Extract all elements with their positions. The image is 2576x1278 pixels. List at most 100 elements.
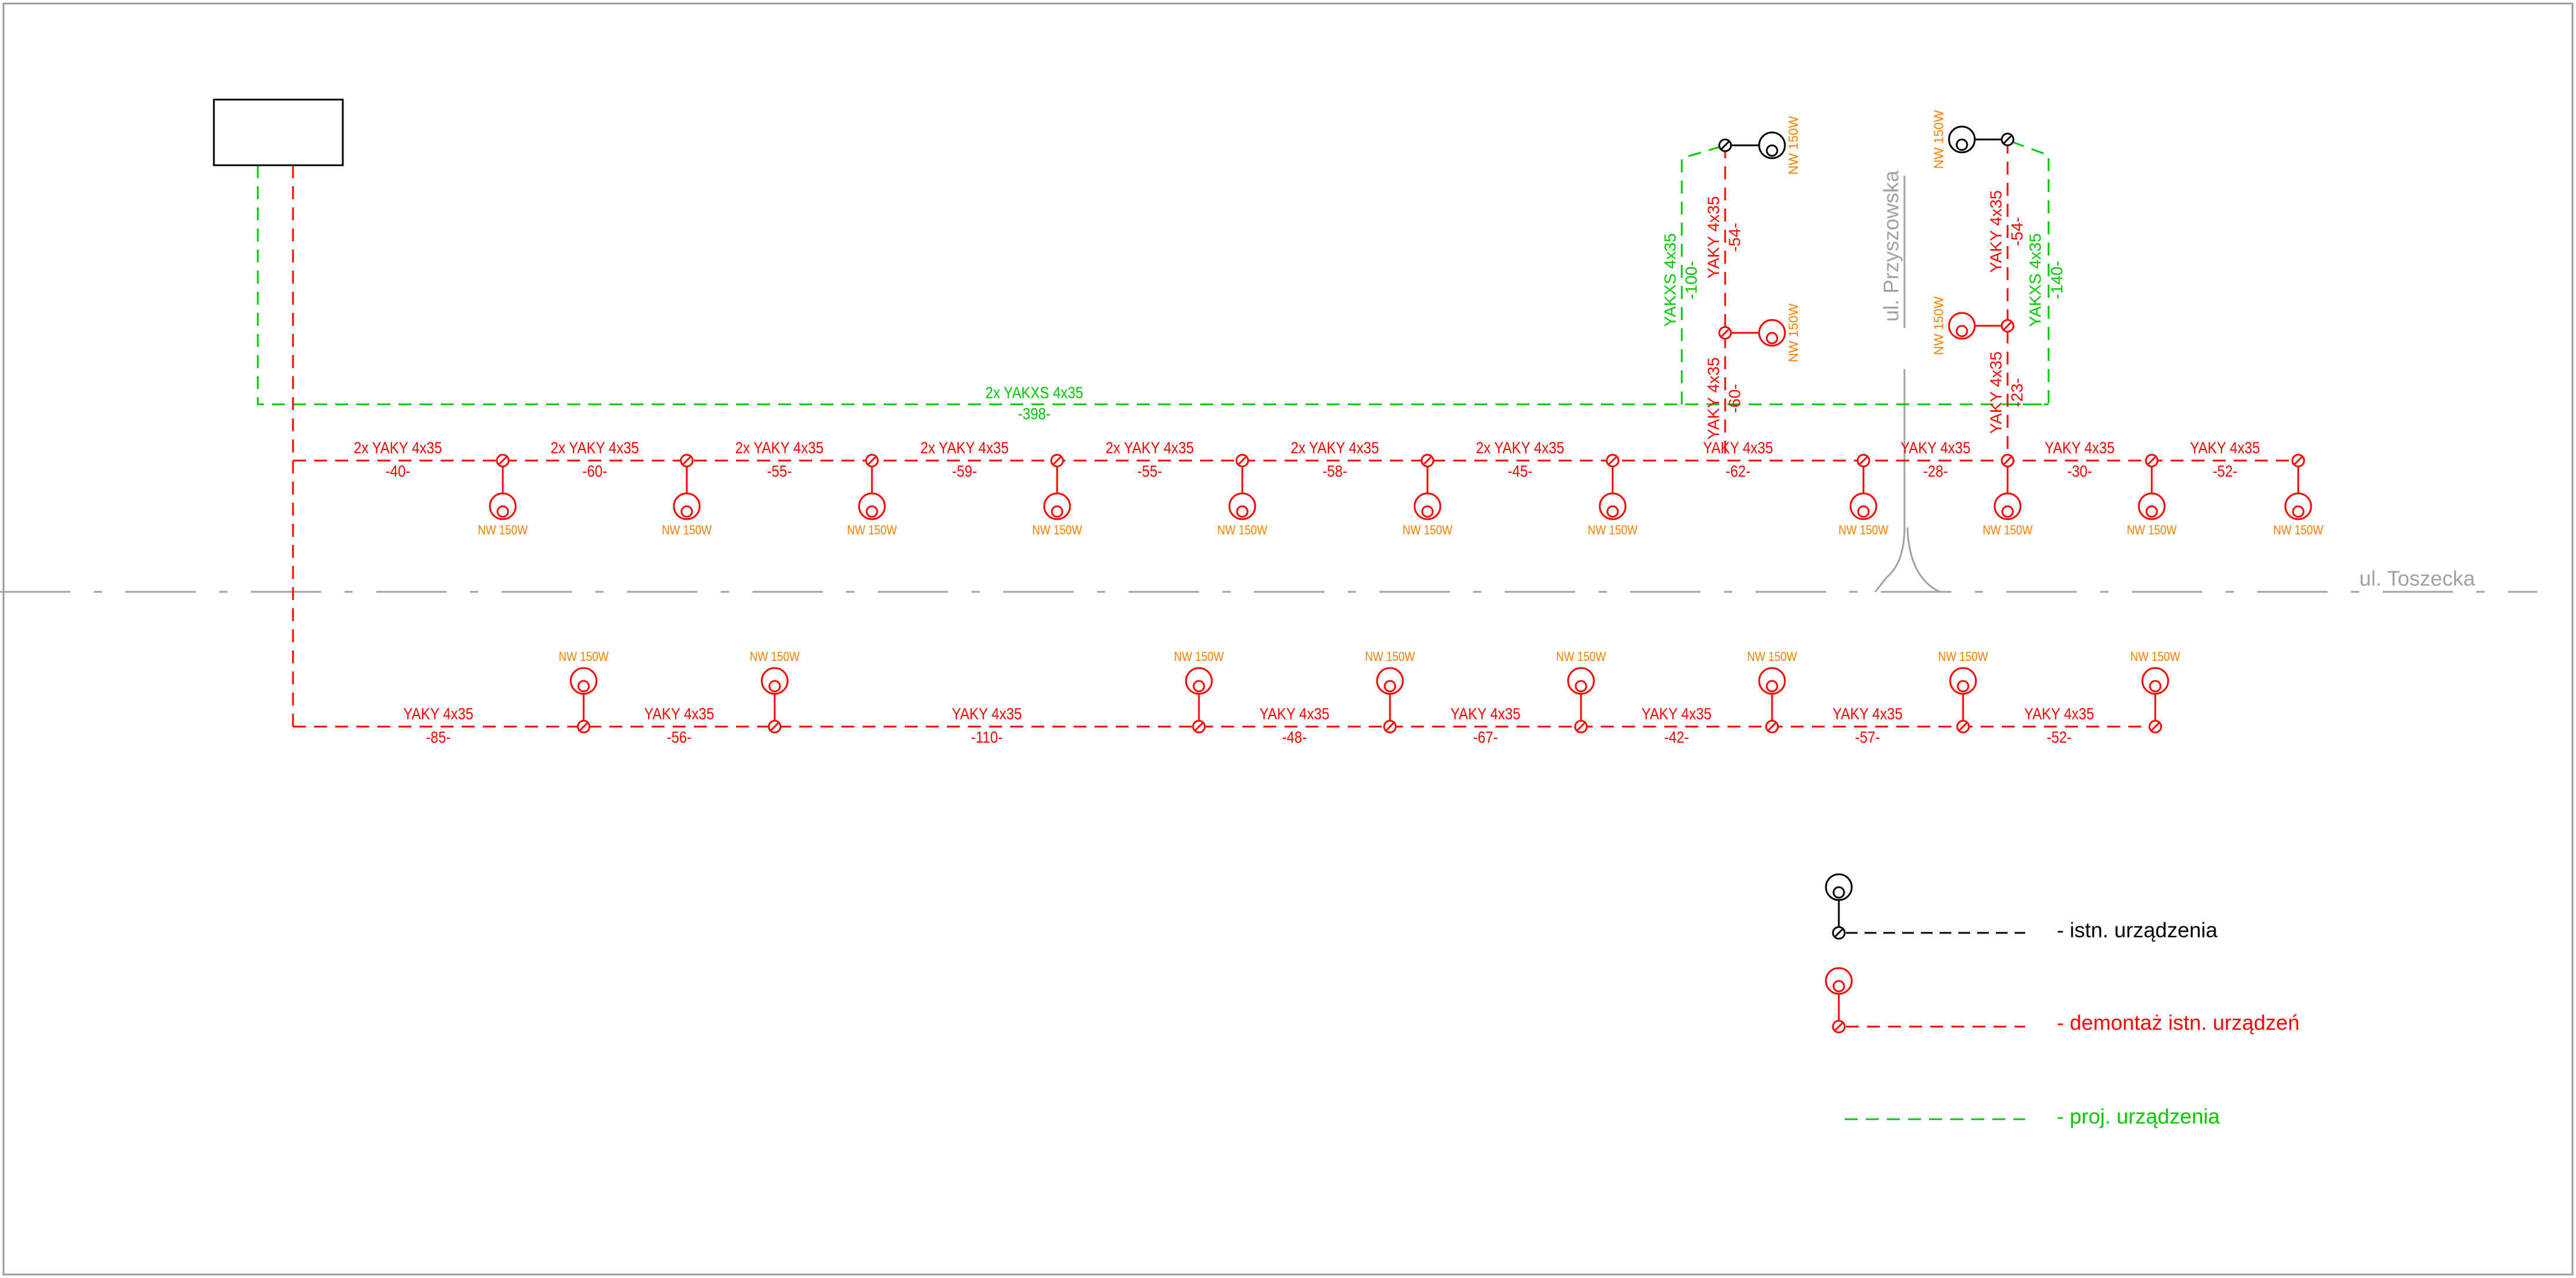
street-name-przyszowska: ul. Przyszowska — [1879, 170, 1903, 322]
lamp-inner-circle — [2149, 680, 2162, 693]
lamp-label: NW 150W — [1217, 523, 1267, 537]
junction-slash — [1834, 1022, 1844, 1031]
existing-junction-symbol — [2001, 132, 2015, 146]
right-branch-upper-cable-label: YAKY 4x35 — [1986, 190, 2005, 273]
upper-segment-length-label: -62- — [1726, 462, 1750, 480]
junction-slash — [2294, 456, 2303, 465]
lamp-inner-circle — [1051, 505, 1064, 518]
existing-junction-symbol — [1718, 138, 1732, 152]
lamp-label: NW 150W — [1931, 297, 1946, 355]
upper-segment-cable-label: 2x YAKY 4x35 — [1291, 438, 1379, 457]
left-branch-junction-symbol — [1718, 326, 1732, 340]
junction-slash — [1423, 456, 1432, 465]
junction-slash — [1767, 722, 1777, 731]
lamp-label: NW 150W — [847, 523, 897, 537]
junction-slash — [1720, 328, 1730, 338]
lamp-inner-circle — [1575, 680, 1587, 693]
junction-slash — [682, 456, 691, 465]
upper-segment-cable-label: YAKY 4x35 — [2190, 438, 2260, 457]
right-branch-upper-length-label: -54- — [2008, 217, 2026, 246]
lamp-label: NW 150W — [1556, 650, 1606, 664]
upper-junction-symbol — [865, 454, 879, 468]
upper-segment-length-label: -40- — [386, 462, 410, 480]
upper-junction-symbol — [496, 454, 510, 468]
upper-lamp-symbol — [1043, 492, 1071, 520]
projected-left-branch-cable-label: YAKXS 4x35 — [1661, 233, 1679, 327]
lamp-inner-circle — [768, 680, 781, 693]
lamp-label: NW 150W — [749, 650, 800, 664]
junction-slash — [1859, 456, 1868, 465]
lamp-inner-circle — [680, 505, 693, 518]
legend-label-existing: - istn. urządzenia — [2057, 918, 2218, 942]
upper-lamp-symbol — [2284, 492, 2312, 520]
upper-lamp-symbol — [673, 492, 701, 520]
lower-lamp-symbol — [1949, 667, 1977, 695]
projected-main-length-label: -398- — [1018, 404, 1051, 423]
lower-segment-cable-label: YAKY 4x35 — [952, 704, 1021, 723]
symbols-layer — [213, 98, 2312, 1034]
lamp-label: NW 150W — [2130, 650, 2180, 664]
lower-lamp-symbol — [1185, 667, 1213, 695]
projected-main-cable-label: 2x YAKXS 4x35 — [985, 383, 1083, 402]
lower-segment-length-label: -56- — [667, 728, 691, 747]
lamp-label: NW 150W — [1938, 650, 1988, 664]
junction-slash — [2147, 456, 2156, 465]
street-name-toszecka: ul. Toszecka — [2359, 567, 2475, 591]
upper-junction-symbol — [1235, 454, 1249, 468]
lower-segment-length-label: -42- — [1664, 728, 1689, 747]
lamp-label: NW 150W — [1931, 110, 1946, 169]
junction-slash — [2151, 722, 2160, 731]
left-branch-upper-cable-label: YAKY 4x35 — [1704, 196, 1722, 279]
existing-lamp-symbol — [1948, 125, 1976, 154]
lower-segment-length-label: -85- — [426, 728, 451, 747]
lower-segment-length-label: -57- — [1855, 728, 1880, 747]
junction-slash — [1958, 722, 1968, 731]
lamp-inner-circle — [1832, 886, 1845, 899]
lamp-label: NW 150W — [1365, 650, 1415, 664]
junction-slash — [1834, 928, 1844, 938]
right-branch-lamp-symbol — [1948, 312, 1976, 340]
lamp-inner-circle — [1832, 980, 1845, 993]
lamp-inner-circle — [2001, 505, 2014, 518]
lower-segment-length-label: -67- — [1473, 728, 1498, 747]
upper-lamp-symbol — [858, 492, 886, 520]
upper-segment-cable-label: 2x YAKY 4x35 — [551, 438, 639, 457]
lamp-inner-circle — [1766, 332, 1778, 345]
source-box — [213, 98, 344, 166]
lamp-inner-circle — [1857, 505, 1870, 518]
upper-segment-length-label: -55- — [1137, 462, 1162, 480]
junction-slash — [1052, 456, 1062, 465]
lamp-label: NW 150W — [1402, 523, 1453, 537]
lamp-label: NW 150W — [662, 523, 712, 537]
left-branch-upper-length-label: -54- — [1725, 223, 1743, 252]
lower-junction-symbol — [1383, 720, 1397, 734]
upper-junction-symbol — [680, 454, 694, 468]
lower-junction-symbol — [577, 720, 591, 734]
lamp-inner-circle — [1766, 680, 1778, 693]
upper-segment-length-label: -30- — [2067, 462, 2092, 480]
upper-segment-cable-label: 2x YAKY 4x35 — [735, 438, 824, 457]
upper-segment-cable-label: 2x YAKY 4x35 — [1476, 438, 1565, 457]
projected-right-branch-cable-label: YAKXS 4x35 — [2026, 233, 2044, 327]
upper-lamp-symbol — [1994, 492, 2022, 520]
upper-lamp-symbol — [489, 492, 517, 520]
legend-lamp-symbol — [1825, 873, 1853, 901]
right-branch-lower-cable-label: YAKY 4x35 — [1986, 352, 2005, 434]
lower-junction-symbol — [1192, 720, 1206, 734]
lamp-inner-circle — [1957, 680, 1970, 693]
lamp-inner-circle — [1606, 505, 1619, 518]
upper-lamp-symbol — [1228, 492, 1256, 520]
lamp-label: NW 150W — [1786, 116, 1801, 175]
lower-segment-cable-label: YAKY 4x35 — [403, 704, 473, 723]
upper-junction-symbol — [1050, 454, 1064, 468]
lower-junction-symbol — [1574, 720, 1588, 734]
street-edge-przyszowska — [1874, 369, 1906, 592]
lower-segment-cable-label: YAKY 4x35 — [1450, 704, 1520, 723]
upper-lamp-symbol — [1849, 492, 1878, 520]
lamp-inner-circle — [1192, 680, 1205, 693]
street-edge-przyszowska-2 — [1906, 527, 1940, 593]
upper-segment-cable-label: 2x YAKY 4x35 — [1106, 438, 1194, 457]
